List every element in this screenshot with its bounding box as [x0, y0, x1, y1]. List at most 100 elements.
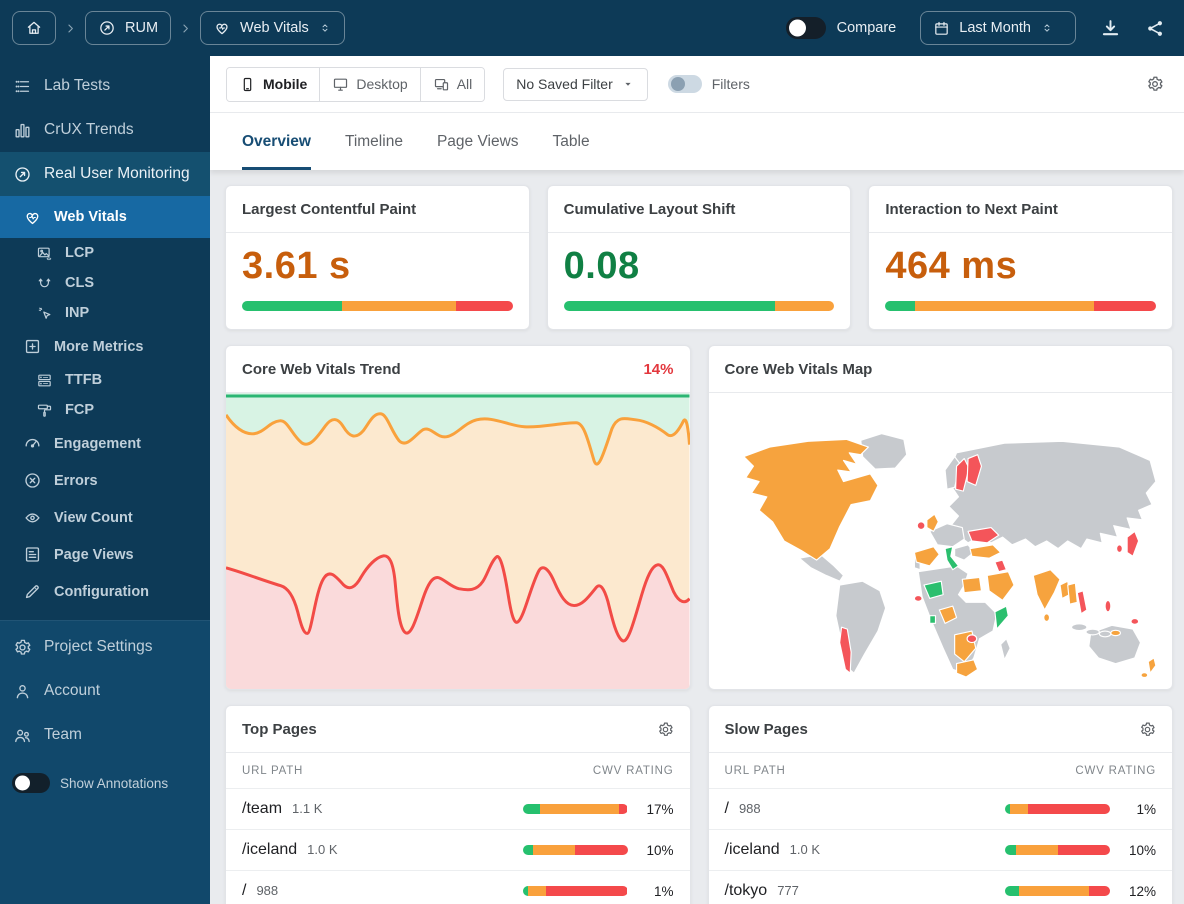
- table-row[interactable]: / 988 1%: [226, 871, 690, 904]
- breadcrumb-rum-label: RUM: [125, 20, 159, 36]
- gear-icon[interactable]: [1146, 75, 1164, 93]
- table-row[interactable]: /tokyo 777 12%: [709, 871, 1173, 904]
- map-region: [913, 595, 923, 602]
- map-region: [966, 634, 977, 644]
- sidebar-item-ttfb[interactable]: TTFB: [0, 365, 210, 395]
- sidebar-item-label: CLS: [65, 275, 94, 291]
- share-icon[interactable]: [1145, 18, 1166, 39]
- good-segment: [522, 886, 528, 896]
- url-path: /: [242, 882, 247, 899]
- device-option-mobile[interactable]: Mobile: [227, 67, 320, 101]
- map-region: [1104, 599, 1111, 613]
- sidebar-item-more-metrics[interactable]: More Metrics: [0, 328, 210, 365]
- table-row[interactable]: /iceland 1.0 K 10%: [708, 830, 1172, 871]
- cwv-trend-chart[interactable]: [226, 393, 690, 689]
- cwv-trend-card: Core Web Vitals Trend 14%: [225, 345, 691, 690]
- tab-page-views[interactable]: Page Views: [437, 113, 519, 170]
- cwv-rating-percent: 17%: [646, 801, 674, 817]
- pencil-icon: [23, 582, 42, 601]
- sidebar-item-engagement[interactable]: Engagement: [0, 425, 210, 462]
- tab-table[interactable]: Table: [553, 113, 590, 170]
- chevron-updown-icon: [318, 21, 332, 35]
- needs-improvement-segment: [527, 886, 546, 896]
- card-title: Slow Pages: [724, 720, 808, 738]
- device-segmented-control: Mobile Desktop All: [226, 66, 486, 102]
- breadcrumb-rum-button[interactable]: RUM: [85, 11, 172, 45]
- map-region: [993, 605, 1009, 630]
- needs-improvement-segment: [533, 845, 575, 855]
- good-segment: [522, 845, 533, 855]
- needs-improvement-segment: [1018, 886, 1089, 896]
- poor-segment: [455, 301, 513, 311]
- table-row[interactable]: / 988 1%: [708, 789, 1172, 830]
- table-row[interactable]: /iceland 1.0 K 10%: [226, 830, 690, 871]
- map-region: [993, 559, 1007, 573]
- sidebar-item-fcp[interactable]: FCP: [0, 395, 210, 425]
- top-pages-card: Top Pages URL PATH CWV RATING/team 1.1 K 17%…: [225, 705, 691, 904]
- inp-rating-bar: [885, 301, 1156, 311]
- calendar-icon: [933, 20, 950, 37]
- good-segment: [563, 301, 775, 311]
- map-region: [1098, 630, 1111, 638]
- trend-good-percent: 14%: [643, 360, 674, 378]
- saved-filter-dropdown[interactable]: No Saved Filter: [503, 67, 648, 101]
- world-map[interactable]: [717, 397, 1165, 683]
- caret-down-icon: [621, 77, 635, 91]
- sidebar-item-label: Lab Tests: [44, 77, 111, 94]
- sidebar-item-team[interactable]: Team: [0, 713, 210, 757]
- gear-icon[interactable]: [657, 721, 674, 738]
- team-icon: [13, 726, 32, 745]
- show-annotations-toggle[interactable]: [12, 773, 50, 793]
- sidebar-item-configuration[interactable]: Configuration: [0, 573, 210, 610]
- sidebar-item-web-vitals[interactable]: Web Vitals: [0, 196, 210, 238]
- cwv-rating-bar: [522, 804, 628, 814]
- card-title: Core Web Vitals Trend: [242, 360, 401, 378]
- compare-toggle[interactable]: [785, 17, 826, 39]
- filters-toggle[interactable]: [667, 75, 702, 93]
- sidebar-item-lcp[interactable]: LCP: [0, 238, 210, 268]
- sidebar-item-page-views[interactable]: Page Views: [0, 536, 210, 573]
- table-row[interactable]: /team 1.1 K 17%: [226, 789, 690, 830]
- good-segment: [1005, 845, 1016, 855]
- map-region: [925, 513, 939, 532]
- cwv-rating-bar: [522, 886, 628, 896]
- breadcrumb-home-button[interactable]: [12, 11, 56, 45]
- lcp-card: Largest Contentful Paint 3.61 s: [225, 185, 530, 330]
- sidebar-item-account[interactable]: Account: [0, 669, 210, 713]
- breadcrumb-webvitals-button[interactable]: Web Vitals: [200, 11, 345, 45]
- needs-improvement-segment: [540, 804, 620, 814]
- gear-icon[interactable]: [1139, 721, 1156, 738]
- sidebar-item-view-count[interactable]: View Count: [0, 499, 210, 536]
- sidebar-item-real-user-monitoring[interactable]: Real User Monitoring: [0, 152, 210, 196]
- map-region: [1115, 544, 1123, 554]
- filters-label: Filters: [711, 76, 750, 92]
- tab-timeline[interactable]: Timeline: [345, 113, 403, 170]
- download-icon[interactable]: [1100, 18, 1121, 39]
- sidebar-item-lab-tests[interactable]: Lab Tests: [0, 64, 210, 108]
- view-count: 1.0 K: [307, 842, 338, 857]
- metric-cards-row: Largest Contentful Paint 3.61 s Cumulati…: [225, 185, 1174, 330]
- view-count: 988: [256, 883, 279, 898]
- sidebar-item-errors[interactable]: Errors: [0, 462, 210, 499]
- sidebar-item-project-settings[interactable]: Project Settings: [0, 625, 210, 669]
- needs-improvement-segment: [774, 301, 835, 311]
- sidebar-item-inp[interactable]: INP: [0, 298, 210, 328]
- layout-shift-icon: [36, 275, 53, 292]
- map-region: [955, 659, 978, 678]
- cwv-rating-bar: [1005, 886, 1110, 896]
- sidebar-item-label: View Count: [54, 509, 133, 526]
- toggle-knob: [15, 775, 30, 791]
- url-path: /team: [242, 800, 283, 817]
- device-option-desktop[interactable]: Desktop: [319, 67, 420, 101]
- sidebar-item-cls[interactable]: CLS: [0, 268, 210, 298]
- sidebar-item-label: Configuration: [54, 583, 150, 600]
- compare-label: Compare: [836, 20, 897, 36]
- needs-improvement-segment: [342, 301, 456, 311]
- map-region: [916, 521, 926, 531]
- sidebar-item-crux-trends[interactable]: CrUX Trends: [0, 108, 210, 152]
- device-option-all[interactable]: All: [419, 67, 485, 101]
- url-path: /: [724, 800, 729, 817]
- map-region: [1042, 613, 1050, 623]
- tab-overview[interactable]: Overview: [242, 113, 311, 170]
- date-range-selector[interactable]: Last Month: [920, 11, 1076, 45]
